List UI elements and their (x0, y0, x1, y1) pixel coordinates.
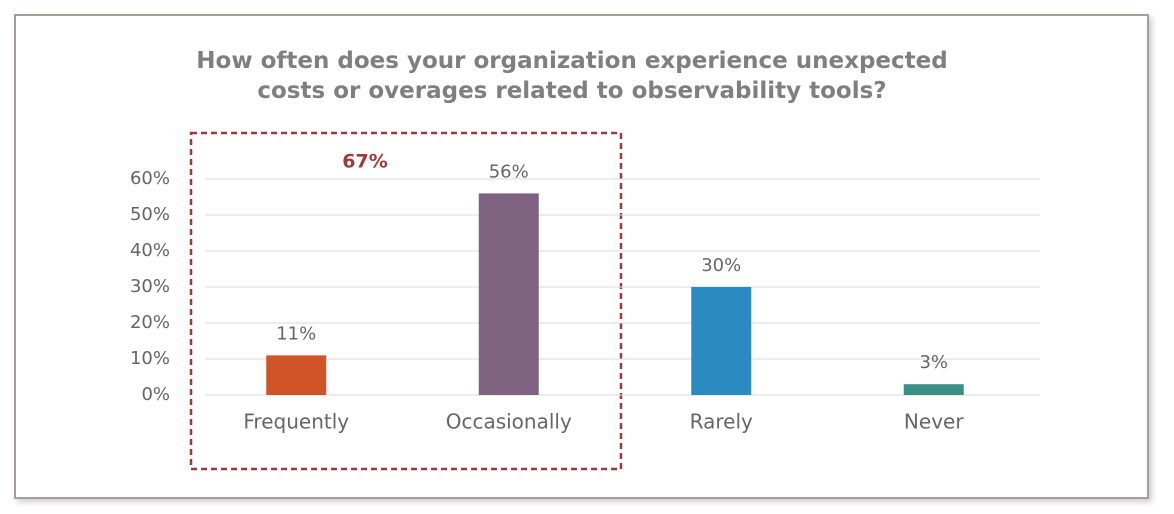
y-tick-label: 60% (130, 168, 170, 189)
bar (691, 287, 752, 395)
x-tick-label: Rarely (690, 410, 753, 434)
y-tick-label: 10% (130, 348, 170, 369)
y-tick-label: 50% (130, 204, 170, 225)
bar (478, 193, 539, 395)
data-label: 30% (701, 255, 741, 276)
y-tick-label: 40% (130, 240, 170, 261)
chart-title: How often does your organization experie… (196, 48, 948, 104)
bar (903, 384, 964, 395)
y-tick-label: 20% (130, 312, 170, 333)
bar (266, 355, 327, 395)
y-tick-label: 0% (141, 384, 170, 405)
data-label: 11% (276, 323, 316, 344)
y-tick-label: 30% (130, 276, 170, 297)
annotation: 67% (342, 151, 387, 173)
x-tick-label: Frequently (243, 410, 349, 434)
data-label: 3% (919, 352, 948, 373)
highlight-box (189, 131, 623, 471)
x-tick-label: Never (904, 410, 964, 434)
data-label: 56% (489, 161, 529, 182)
chart-frame (14, 14, 1149, 499)
x-tick-label: Occasionally (446, 410, 572, 434)
